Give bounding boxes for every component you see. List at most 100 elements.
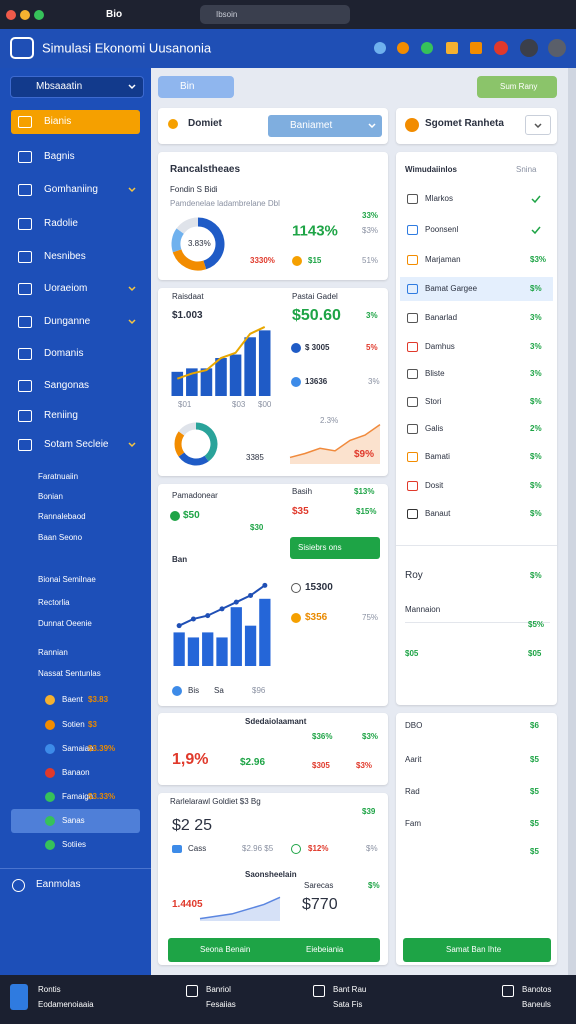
header-icon[interactable] <box>446 42 458 54</box>
button-label[interactable]: Sum Rany <box>500 82 538 91</box>
button[interactable] <box>168 938 380 962</box>
button-label[interactable]: Samat Ban Ihte <box>446 945 502 954</box>
nav-subitem[interactable]: Rannalebaod <box>38 512 86 521</box>
button[interactable] <box>403 938 551 962</box>
bottom-label[interactable]: Bant Rau <box>333 985 367 994</box>
nav-subitem[interactable]: Baan Seono <box>38 533 83 542</box>
row-label[interactable]: Bliste <box>425 369 445 378</box>
nav-active[interactable] <box>11 110 140 134</box>
area-chart <box>199 896 281 921</box>
toolbar-button[interactable] <box>158 76 234 98</box>
bottom-label[interactable]: Banriol <box>206 985 231 994</box>
header-icon[interactable] <box>374 42 386 54</box>
row-label[interactable]: Stori <box>425 397 442 406</box>
dropdown[interactable] <box>268 115 382 137</box>
row-label[interactable]: Marjaman <box>425 255 461 264</box>
row-label[interactable]: Bamat Gargee <box>425 284 478 293</box>
nav-item[interactable]: Sotam Secleie <box>44 439 109 450</box>
row-icon <box>407 225 418 235</box>
nav-item[interactable]: Sotien <box>62 720 85 729</box>
window-dot[interactable] <box>6 10 16 20</box>
avatar[interactable] <box>520 39 538 57</box>
button[interactable] <box>290 537 380 559</box>
donut-label: 3.83% <box>188 239 211 248</box>
nav-item[interactable]: Banaon <box>62 768 90 777</box>
nav-subitem[interactable]: Bonian <box>38 492 63 501</box>
toolbar-button[interactable] <box>477 76 557 98</box>
dropdown-label[interactable]: Baniamet <box>290 120 333 131</box>
row-icon <box>407 424 418 434</box>
nav-item[interactable]: Domanis <box>44 348 84 359</box>
nav-item[interactable]: Bagnis <box>44 151 75 162</box>
avatar[interactable] <box>548 39 566 57</box>
bottom-label[interactable]: Fesaiias <box>206 1000 236 1009</box>
row-value: $05 <box>405 649 419 658</box>
bar-chart <box>171 326 271 396</box>
row-label[interactable]: Poonsenl <box>425 225 459 234</box>
nav-item[interactable]: Sangonas <box>44 380 90 391</box>
icon <box>405 118 419 132</box>
dropdown[interactable] <box>525 115 551 135</box>
nav-subitem[interactable]: Dunnat Oeenie <box>38 619 92 628</box>
bottom-label[interactable]: Banotos <box>522 985 552 994</box>
nav-item[interactable]: Samaiae <box>62 744 94 753</box>
button-label[interactable]: Sisiebrs ons <box>298 543 342 552</box>
nav-subitem[interactable]: Rectorlia <box>38 598 70 607</box>
nav-item[interactable]: Radolie <box>44 218 78 229</box>
window-dot[interactable] <box>34 10 44 20</box>
address-bar[interactable] <box>200 5 350 24</box>
stat-change: $3% <box>362 732 379 741</box>
chevron-icon <box>128 442 136 448</box>
row-label[interactable]: Damhus <box>425 342 455 351</box>
search-box[interactable] <box>10 76 144 98</box>
window-dot[interactable] <box>20 10 30 20</box>
tab-label[interactable]: Bio <box>106 9 123 20</box>
nav-active[interactable] <box>11 809 140 833</box>
row-icon <box>407 452 418 462</box>
row-label[interactable]: Dosit <box>425 481 444 490</box>
nav-item[interactable]: Nesnibes <box>44 251 86 262</box>
line-point <box>233 599 239 605</box>
button-label[interactable]: Seona Benain <box>200 945 251 954</box>
header-icon[interactable] <box>494 41 508 55</box>
nav-subitem[interactable]: Nassat Sentunlas <box>38 669 101 678</box>
nav-subitem[interactable]: Bionai Semilnae <box>38 575 96 584</box>
nav-value: $3 <box>88 720 97 729</box>
nav-item[interactable]: Famaign <box>62 792 94 801</box>
header-icon[interactable] <box>470 42 482 54</box>
row-label[interactable]: Bamati <box>425 452 450 461</box>
bar <box>244 337 256 396</box>
chevron-icon <box>128 319 136 325</box>
nav-subitem[interactable]: Faratnuaiin <box>38 472 79 481</box>
scrollbar[interactable] <box>568 68 576 975</box>
row-icon <box>407 397 418 407</box>
bottom-label[interactable]: Sata Fis <box>333 1000 363 1009</box>
row-label[interactable]: Banarlad <box>425 313 458 322</box>
nav-footer[interactable]: Eanmolas <box>36 879 81 890</box>
nav-item[interactable]: Sotiies <box>62 840 87 849</box>
nav-item[interactable]: Bianis <box>44 116 72 127</box>
nav-item[interactable]: Baent <box>62 695 83 704</box>
nav-item[interactable]: Dunganne <box>44 316 91 327</box>
bottom-label[interactable]: Eodamenoiaaia <box>38 1000 94 1009</box>
nav-item[interactable]: Sanas <box>62 816 85 825</box>
stat-change: $39 <box>362 807 376 816</box>
row-active[interactable] <box>400 277 553 301</box>
nav-subitem[interactable]: Rannian <box>38 648 68 657</box>
nav-item[interactable]: Uoraeiom <box>44 283 88 294</box>
search-text[interactable]: Mbsaaatin <box>36 81 83 92</box>
bottom-label[interactable]: Baneuls <box>522 1000 551 1009</box>
header-icon[interactable] <box>397 42 409 54</box>
header-icon[interactable] <box>421 42 433 54</box>
bottom-icon <box>502 985 514 997</box>
row-label[interactable]: Banaut <box>425 509 451 518</box>
address-text[interactable]: Ibsoin <box>216 10 238 19</box>
nav-item[interactable]: Gomhaniing <box>44 184 98 195</box>
card-subtitle: Fondin S Bidi <box>170 185 218 194</box>
bottom-label[interactable]: Rontis <box>38 985 61 994</box>
button-label[interactable]: Eiebeiania <box>306 945 344 954</box>
row-label[interactable]: Mlarkos <box>425 194 454 203</box>
row-label[interactable]: Galis <box>425 424 444 433</box>
button-label[interactable]: Bin <box>180 81 195 92</box>
nav-item[interactable]: Reniing <box>44 410 78 421</box>
